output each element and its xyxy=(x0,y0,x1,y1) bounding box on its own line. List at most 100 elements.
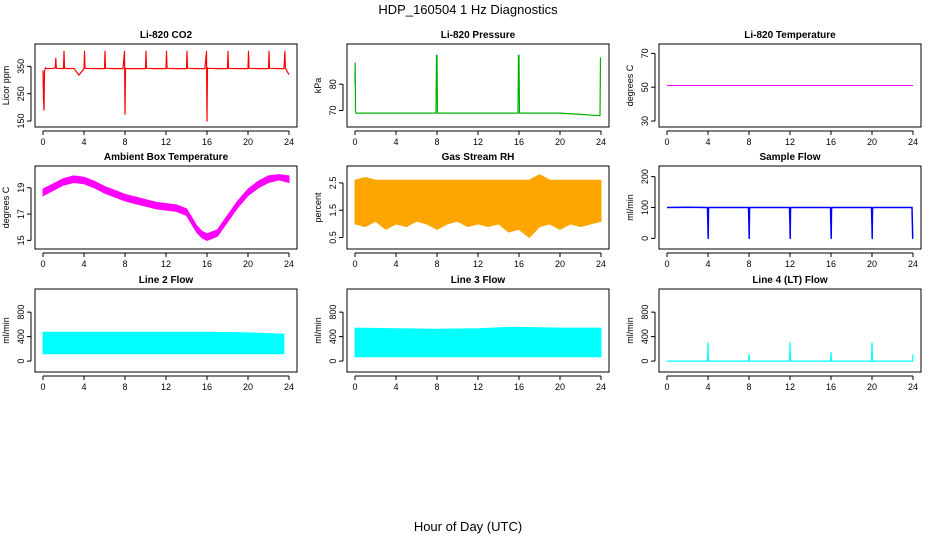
plot-frame xyxy=(346,165,610,250)
chart-panel: Li-820 Pressure 0 4 8 12 16 20 24 70 80 kPa xyxy=(313,30,610,147)
x-tick-label: 4 xyxy=(705,259,710,269)
x-tick-label: 20 xyxy=(243,259,253,269)
y-tick-label: 150 xyxy=(16,113,26,128)
x-tick-label: 24 xyxy=(284,137,294,147)
x-tick-label: 16 xyxy=(202,259,212,269)
x-tick-label: 8 xyxy=(746,259,751,269)
x-tick-label: 20 xyxy=(243,382,253,392)
series-band xyxy=(42,331,285,355)
chart-panel: Sample Flow 0 4 8 12 16 20 24 0 100 200 ml/min xyxy=(625,152,922,269)
y-tick-label: 0 xyxy=(640,359,650,364)
chart-title: Line 4 (LT) Flow xyxy=(752,275,828,286)
x-tick-label: 0 xyxy=(40,137,45,147)
series-band xyxy=(42,174,290,241)
x-tick-label: 24 xyxy=(908,382,918,392)
y-tick-label: 2.5 xyxy=(328,177,338,190)
figure-title: HDP_160504 1 Hz Diagnostics xyxy=(378,2,558,17)
x-tick-label: 0 xyxy=(352,382,357,392)
y-axis-label: ml/min xyxy=(625,317,635,344)
y-tick-label: 15 xyxy=(16,235,26,245)
y-tick-label: 0 xyxy=(16,359,26,364)
x-tick-label: 8 xyxy=(122,259,127,269)
y-tick-label: 800 xyxy=(640,305,650,320)
chart-panel: Line 3 Flow 0 4 8 12 16 20 24 0 400 800 ml/min xyxy=(313,275,610,392)
x-tick-label: 24 xyxy=(284,259,294,269)
chart-title: Sample Flow xyxy=(759,152,820,163)
y-tick-label: 200 xyxy=(640,169,650,184)
x-tick-label: 20 xyxy=(243,137,253,147)
y-tick-label: 70 xyxy=(328,105,338,115)
y-tick-label: 17 xyxy=(16,209,26,219)
x-tick-label: 4 xyxy=(81,137,86,147)
x-tick-label: 0 xyxy=(664,382,669,392)
chart-title: Li-820 Pressure xyxy=(441,30,516,41)
y-axis-label: degrees C xyxy=(625,64,635,106)
x-tick-label: 0 xyxy=(664,137,669,147)
x-tick-label: 16 xyxy=(514,259,524,269)
plot-frame xyxy=(346,43,610,128)
x-tick-label: 4 xyxy=(393,259,398,269)
x-tick-label: 0 xyxy=(664,259,669,269)
x-tick-label: 8 xyxy=(434,382,439,392)
chart-panel: Li-820 CO2 0 4 8 12 16 20 24 150 250 350 Licor ppm xyxy=(1,30,298,147)
x-tick-label: 16 xyxy=(514,137,524,147)
y-tick-label: 400 xyxy=(16,329,26,344)
figure-xlabel: Hour of Day (UTC) xyxy=(414,519,522,534)
y-tick-label: 400 xyxy=(328,329,338,344)
x-tick-label: 12 xyxy=(473,137,483,147)
x-tick-label: 8 xyxy=(434,137,439,147)
x-tick-label: 24 xyxy=(908,137,918,147)
plot-frame xyxy=(34,288,298,373)
y-tick-label: 250 xyxy=(16,86,26,101)
x-tick-label: 20 xyxy=(555,382,565,392)
y-tick-label: 800 xyxy=(16,305,26,320)
x-tick-label: 20 xyxy=(867,259,877,269)
y-tick-label: 350 xyxy=(16,59,26,74)
x-tick-label: 12 xyxy=(161,382,171,392)
y-tick-label: 80 xyxy=(328,79,338,89)
x-tick-label: 24 xyxy=(596,259,606,269)
series-band xyxy=(354,326,602,358)
x-tick-label: 8 xyxy=(434,259,439,269)
y-axis-label: kPa xyxy=(313,78,323,94)
x-tick-label: 8 xyxy=(746,382,751,392)
y-tick-label: 800 xyxy=(328,305,338,320)
series-line xyxy=(354,54,602,117)
series-line xyxy=(667,342,914,362)
plot-frame xyxy=(658,165,922,250)
y-tick-label: 100 xyxy=(640,200,650,215)
chart-title: Li-820 CO2 xyxy=(140,30,193,41)
x-tick-label: 24 xyxy=(908,259,918,269)
y-axis-label: degrees C xyxy=(1,186,11,228)
x-tick-label: 12 xyxy=(473,259,483,269)
plot-frame xyxy=(658,43,922,128)
series-line xyxy=(42,50,290,122)
chart-title: Line 2 Flow xyxy=(139,275,194,286)
x-tick-label: 4 xyxy=(393,382,398,392)
x-tick-label: 12 xyxy=(161,137,171,147)
x-tick-label: 16 xyxy=(826,382,836,392)
plot-frame xyxy=(346,288,610,373)
x-tick-label: 20 xyxy=(555,259,565,269)
x-tick-label: 8 xyxy=(122,137,127,147)
chart-panel: Li-820 Temperature 0 4 8 12 16 20 24 30 50 70 degre… xyxy=(625,30,922,147)
x-tick-label: 4 xyxy=(705,382,710,392)
x-tick-label: 16 xyxy=(202,137,212,147)
y-tick-label: 30 xyxy=(640,116,650,126)
series-line xyxy=(666,206,914,240)
x-tick-label: 12 xyxy=(785,137,795,147)
x-tick-label: 8 xyxy=(746,137,751,147)
x-tick-label: 16 xyxy=(514,382,524,392)
x-tick-label: 4 xyxy=(705,137,710,147)
x-tick-label: 24 xyxy=(596,137,606,147)
x-tick-label: 4 xyxy=(393,137,398,147)
x-tick-label: 16 xyxy=(202,382,212,392)
x-tick-label: 12 xyxy=(785,259,795,269)
chart-panel: Ambient Box Temperature 0 4 8 12 16 20 24 15 17 19… xyxy=(1,152,298,269)
x-tick-label: 12 xyxy=(161,259,171,269)
y-tick-label: 0 xyxy=(328,359,338,364)
y-tick-label: 19 xyxy=(16,183,26,193)
x-tick-label: 4 xyxy=(81,259,86,269)
